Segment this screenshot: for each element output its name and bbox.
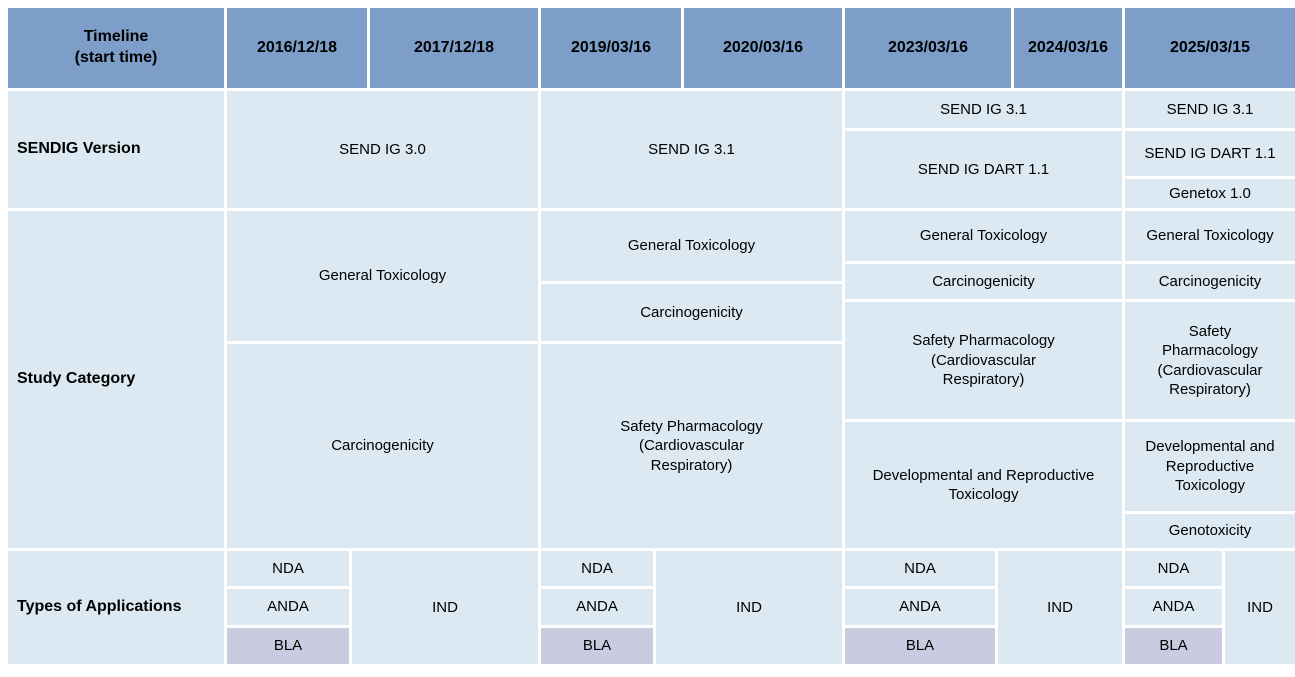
- header-date-2016-12-18: 2016/12/18: [227, 8, 367, 88]
- cell-carcinogenicity-2025: Carcinogenicity: [1125, 264, 1295, 299]
- cell-safety-pharmacology-2019-2020: Safety Pharmacology (Cardiovascular Resp…: [541, 344, 842, 548]
- cell-nda-2016: NDA: [227, 551, 349, 586]
- label-column: Timeline (start time) SENDIG Version Stu…: [8, 8, 224, 664]
- cell-sendig31-2025: SEND IG 3.1: [1125, 91, 1295, 128]
- cell-anda-2025: ANDA: [1125, 589, 1222, 625]
- cell-safety-pharmacology-2025: Safety Pharmacology (Cardiovascular Resp…: [1125, 302, 1295, 419]
- cell-dart-toxicology-2025: Developmental and Reproductive Toxicolog…: [1125, 422, 1295, 511]
- cell-ind-2025: IND: [1225, 551, 1295, 664]
- column-group-2025: 2025/03/15 SEND IG 3.1 SEND IG DART 1.1 …: [1125, 8, 1295, 664]
- header-date-2020-03-16: 2020/03/16: [684, 8, 842, 88]
- cell-bla-2025: BLA: [1125, 628, 1222, 664]
- cell-anda-2019: ANDA: [541, 589, 653, 625]
- column-group-2016-2017: 2016/12/18 2017/12/18 SEND IG 3.0 Genera…: [227, 8, 538, 664]
- cell-genetox-2025: Genetox 1.0: [1125, 179, 1295, 208]
- header-date-2024-03-16: 2024/03/16: [1014, 8, 1122, 88]
- cell-genotoxicity-2025: Genotoxicity: [1125, 514, 1295, 548]
- cell-bla-2019: BLA: [541, 628, 653, 664]
- cell-ind-2017: IND: [352, 551, 538, 664]
- column-group-2019-2020: 2019/03/16 2020/03/16 SEND IG 3.1 Genera…: [541, 8, 842, 664]
- cell-sendig31-2023-2024: SEND IG 3.1: [845, 91, 1122, 128]
- cell-general-toxicology-2019-2020: General Toxicology: [541, 211, 842, 281]
- cell-ind-2024: IND: [998, 551, 1122, 664]
- cell-general-toxicology-2016-2017: General Toxicology: [227, 211, 538, 341]
- send-requirements-timeline-table: Timeline (start time) SENDIG Version Stu…: [8, 8, 1295, 664]
- cell-general-toxicology-2025: General Toxicology: [1125, 211, 1295, 261]
- cell-bla-2023: BLA: [845, 628, 995, 664]
- cell-ind-2020: IND: [656, 551, 842, 664]
- header-date-2025-03-15: 2025/03/15: [1125, 8, 1295, 88]
- header-timeline: Timeline (start time): [8, 8, 224, 88]
- cell-safety-pharmacology-2023-2024: Safety Pharmacology (Cardiovascular Resp…: [845, 302, 1122, 419]
- cell-general-toxicology-2023-2024: General Toxicology: [845, 211, 1122, 261]
- row-label-sendig-version: SENDIG Version: [8, 91, 224, 208]
- header-date-2017-12-18: 2017/12/18: [370, 8, 538, 88]
- row-label-study-category: Study Category: [8, 211, 224, 548]
- cell-carcinogenicity-2023-2024: Carcinogenicity: [845, 264, 1122, 299]
- cell-nda-2025: NDA: [1125, 551, 1222, 586]
- cell-anda-2023: ANDA: [845, 589, 995, 625]
- cell-sendig-dart-2025: SEND IG DART 1.1: [1125, 131, 1295, 176]
- header-date-2023-03-16: 2023/03/16: [845, 8, 1011, 88]
- cell-carcinogenicity-2016-2017: Carcinogenicity: [227, 344, 538, 548]
- cell-carcinogenicity-2019-2020: Carcinogenicity: [541, 284, 842, 341]
- cell-sendig31-2019-2020: SEND IG 3.1: [541, 91, 842, 208]
- cell-sendig-dart-2023-2024: SEND IG DART 1.1: [845, 131, 1122, 208]
- cell-sendig30-2016-2017: SEND IG 3.0: [227, 91, 538, 208]
- cell-nda-2019: NDA: [541, 551, 653, 586]
- column-group-2023-2024: 2023/03/16 2024/03/16 SEND IG 3.1 SEND I…: [845, 8, 1122, 664]
- cell-nda-2023: NDA: [845, 551, 995, 586]
- header-date-2019-03-16: 2019/03/16: [541, 8, 681, 88]
- row-label-types-of-applications: Types of Applications: [8, 551, 224, 664]
- cell-anda-2016: ANDA: [227, 589, 349, 625]
- cell-dart-toxicology-2023-2024: Developmental and Reproductive Toxicolog…: [845, 422, 1122, 548]
- cell-bla-2016: BLA: [227, 628, 349, 664]
